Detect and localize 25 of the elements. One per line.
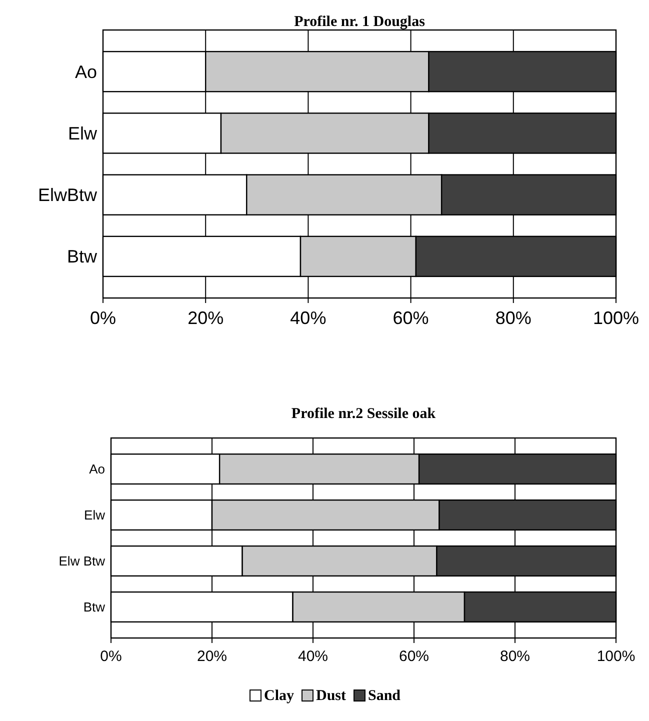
x-tick-label: 0% <box>100 648 122 665</box>
y-tick-label: Elw <box>84 508 106 523</box>
chart-title: Profile nr. 1 Douglas <box>294 14 426 30</box>
y-tick-label: Ao <box>74 62 97 82</box>
x-tick-label: 20% <box>196 648 228 665</box>
x-tick-label: 100% <box>592 308 640 328</box>
y-tick-label: Btw <box>66 246 98 267</box>
y-tick-label: Ao <box>89 462 105 477</box>
chart-title: Profile nr.2 Sessile oak <box>291 406 436 422</box>
x-tick-label: 40% <box>290 308 326 328</box>
x-tick-label: 40% <box>298 648 328 665</box>
legend-label: Dust <box>316 688 346 704</box>
y-tick-label: Elw Btw <box>58 554 106 569</box>
y-tick-label: ElwBtw <box>38 185 98 206</box>
x-tick-label: 60% <box>398 648 430 665</box>
x-tick-label: 80% <box>500 648 530 665</box>
x-tick-label: 100% <box>596 648 636 665</box>
x-tick-label: 60% <box>392 308 429 328</box>
y-tick-label: Elw <box>68 123 98 144</box>
y-tick-label: Btw <box>83 600 106 615</box>
x-tick-label: 20% <box>188 308 224 328</box>
x-tick-label: 80% <box>495 308 532 328</box>
legend-label: Clay <box>264 688 294 704</box>
x-tick-label: 0% <box>90 308 116 328</box>
legend-label: Sand <box>368 688 402 704</box>
